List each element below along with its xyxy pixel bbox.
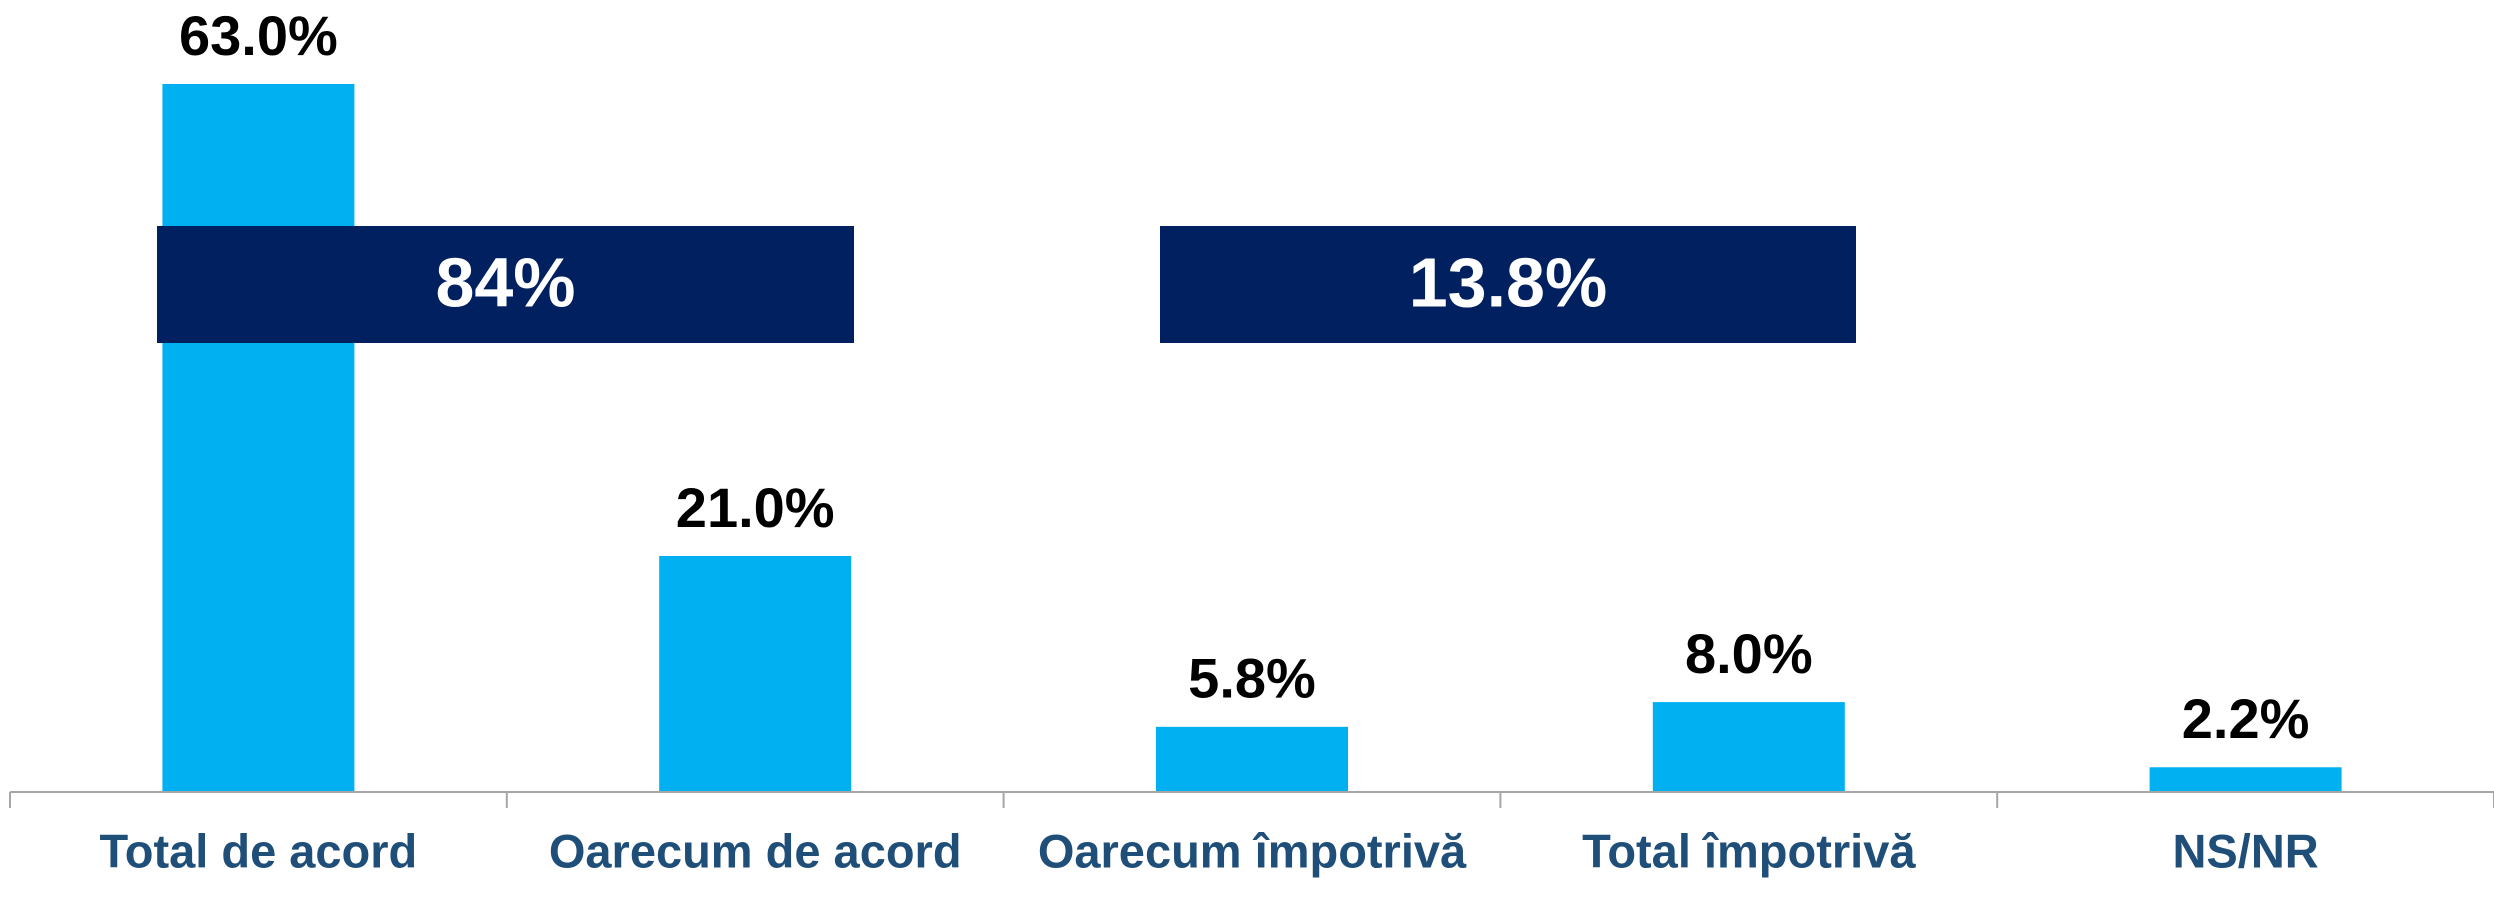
bar <box>659 556 852 792</box>
value-label: 5.8% <box>1188 647 1316 710</box>
annotation-box <box>157 226 854 343</box>
bar <box>1652 702 1845 792</box>
annotation-box <box>1160 226 1856 343</box>
annotation: 13.8% <box>1409 243 1607 321</box>
bar <box>162 84 355 792</box>
value-label: 21.0% <box>676 476 835 539</box>
x-tick-label: NS/NR <box>2172 824 2318 877</box>
value-label: 8.0% <box>1685 622 1813 685</box>
annotation: 84% <box>435 243 575 321</box>
value-label: 63.0% <box>179 4 338 67</box>
x-tick-label: Total împotrivă <box>1582 824 1916 877</box>
bar <box>1156 726 1348 792</box>
x-tick-label: Total de acord <box>100 824 418 877</box>
value-label: 2.2% <box>2182 687 2310 750</box>
x-tick-label: Oarecum de acord <box>549 824 962 877</box>
bar <box>2149 767 2342 792</box>
x-tick-label: Oarecum împotrivă <box>1038 824 1467 877</box>
